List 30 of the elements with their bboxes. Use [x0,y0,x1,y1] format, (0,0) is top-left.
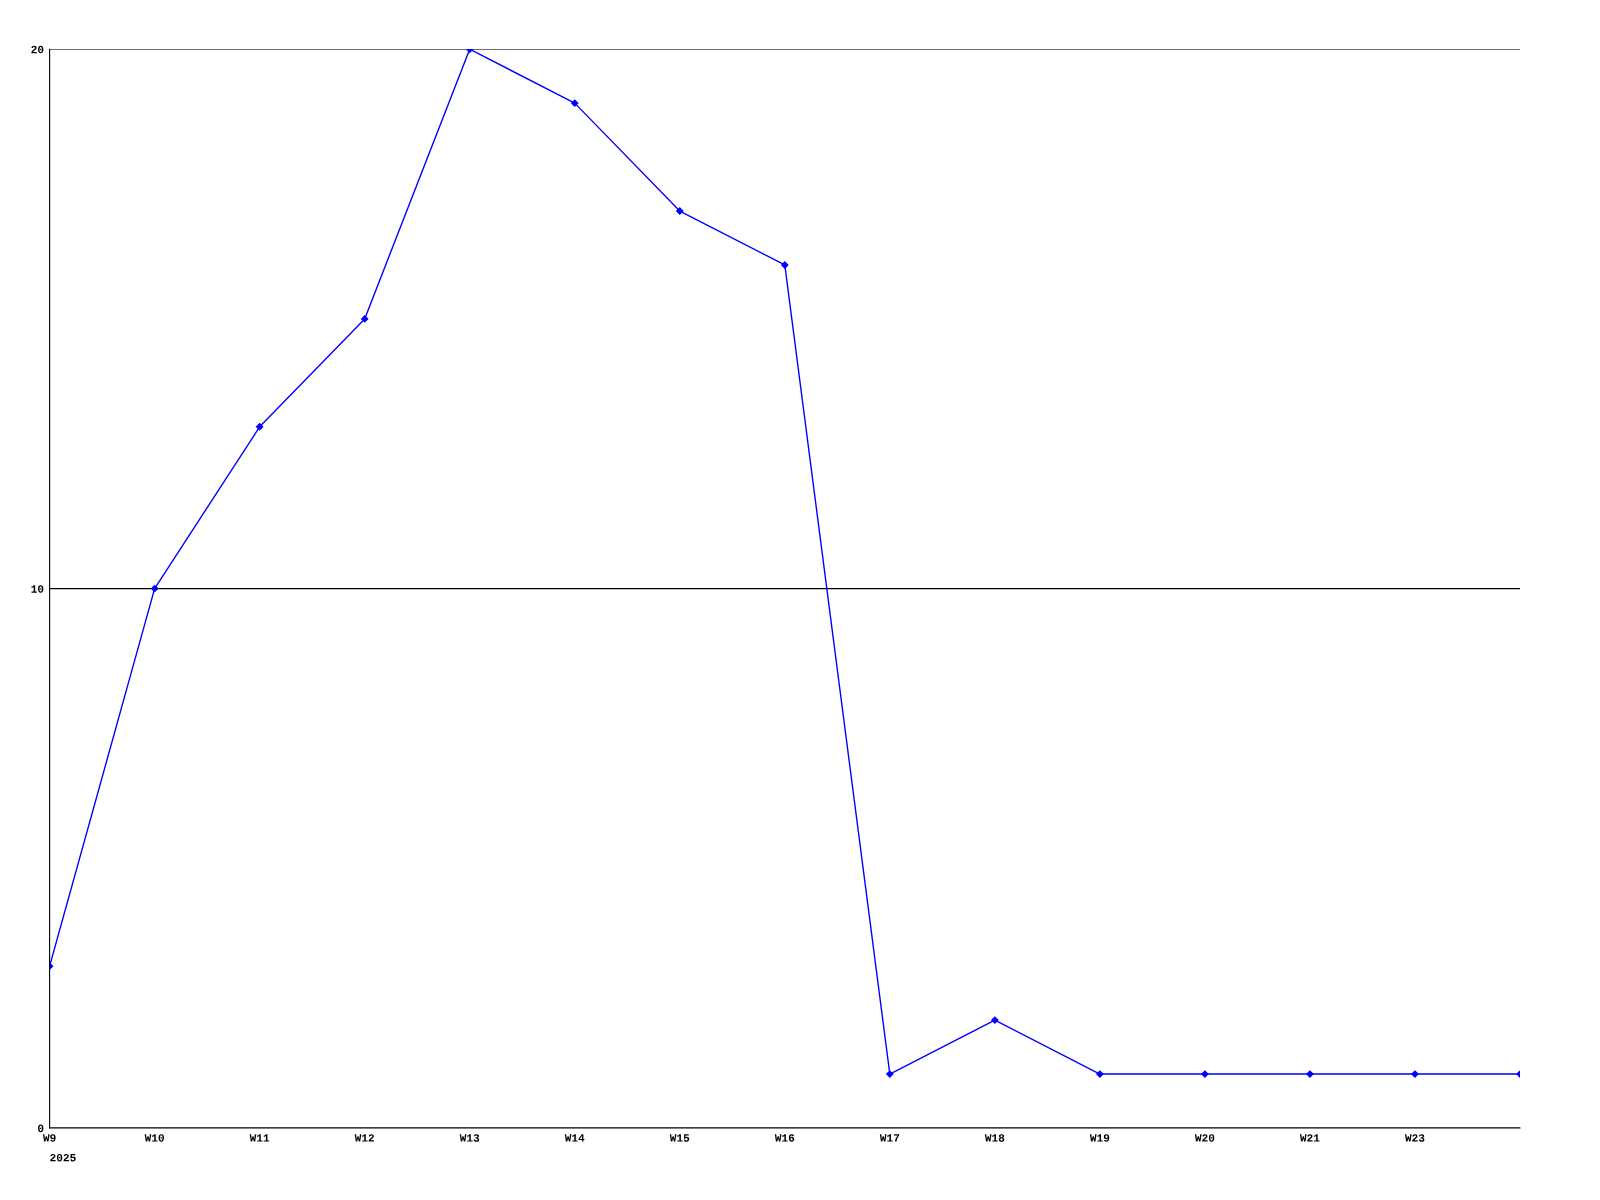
point [1096,1070,1104,1078]
point [991,1016,999,1024]
x-tick-label: W17 [879,1134,900,1142]
x-tick-label: W15 [669,1134,690,1142]
x-tick-label: W18 [984,1134,1005,1142]
y-tick-label: 10 [31,585,44,593]
x-tick-label: W20 [1194,1134,1215,1142]
y-tick-label: 0 [38,1124,44,1133]
point [1411,1070,1419,1078]
point [1201,1070,1209,1078]
point [361,315,369,323]
x-tick-label: W11 [249,1134,270,1142]
point [150,584,159,593]
x-tick-label: W14 [564,1134,585,1142]
point [781,261,789,269]
x-tick-label: W10 [144,1134,164,1142]
text: 2025 [50,1153,76,1162]
x-tick-label: W19 [1089,1134,1110,1142]
y-tick-label: 20 [31,45,44,54]
point [571,99,579,107]
x-tick-label: W9 [42,1134,56,1142]
point [256,423,264,431]
point [1306,1070,1314,1078]
x-tick-label: W12 [354,1134,375,1142]
x-tick-label: W23 [1404,1134,1425,1142]
x-tick-label: W13 [459,1134,480,1142]
point [676,207,684,215]
x-tick-label: W16 [774,1134,795,1142]
point [886,1070,894,1078]
x-tick-label: W21 [1299,1134,1320,1142]
